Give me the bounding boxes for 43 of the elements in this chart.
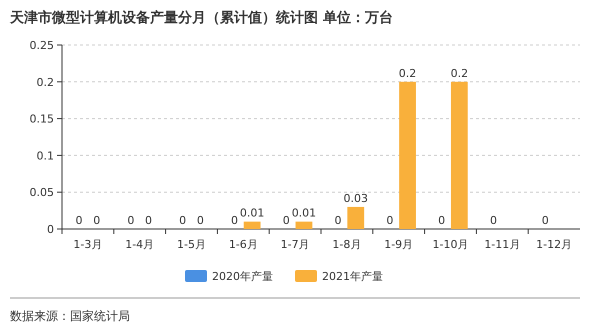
- data-label: 0: [196, 214, 204, 227]
- data-label: 0: [490, 214, 497, 227]
- bar: [244, 222, 261, 229]
- data-label: 0.01: [240, 206, 264, 220]
- data-label: 0: [93, 214, 100, 227]
- bar: [296, 222, 312, 229]
- bar: [399, 82, 416, 229]
- x-tick-label: 1-11月: [484, 238, 520, 251]
- source-note: 数据来源：国家统计局: [10, 309, 130, 323]
- x-tick-label: 1-3月: [73, 238, 102, 251]
- x-tick-label: 1-10月: [432, 238, 468, 251]
- x-tick-label: 1-6月: [228, 238, 258, 251]
- data-label: 0: [230, 214, 238, 227]
- x-tick-label: 1-8月: [332, 238, 362, 251]
- data-label: 0: [282, 214, 290, 227]
- x-tick-label: 1-5月: [177, 238, 206, 251]
- chart-title: 天津市微型计算机设备产量分月（累计值）统计图 单位：万台: [9, 9, 393, 26]
- y-tick-label: 0.15: [30, 112, 54, 126]
- x-tick-label: 1-7月: [280, 238, 310, 251]
- data-label: 0: [386, 214, 394, 227]
- data-label: 0: [438, 214, 446, 227]
- data-label: 0: [542, 214, 549, 227]
- y-tick-label: 0.25: [30, 39, 54, 52]
- data-label: 0.01: [292, 206, 316, 220]
- data-label: 0: [334, 214, 342, 227]
- bar: [347, 206, 364, 229]
- y-tick-label: 0.1: [36, 149, 54, 162]
- data-label: 0: [145, 214, 152, 227]
- data-label: 0: [127, 214, 134, 227]
- y-tick-label: 0: [47, 223, 54, 236]
- legend-label: 2020年产量: [212, 270, 273, 283]
- legend-label: 2021年产量: [322, 270, 383, 283]
- data-label: 0.03: [343, 192, 368, 205]
- data-label: 0: [179, 214, 186, 227]
- x-tick-label: 1-4月: [125, 238, 154, 251]
- y-tick-label: 0.05: [30, 186, 54, 200]
- data-label: 0.2: [450, 66, 468, 80]
- data-label: 0.2: [398, 66, 416, 80]
- x-tick-label: 1-9月: [384, 238, 414, 251]
- bar: [450, 82, 468, 229]
- x-tick-label: 1-12月: [536, 238, 572, 251]
- y-tick-label: 0.2: [36, 76, 54, 89]
- data-label: 0: [76, 214, 83, 227]
